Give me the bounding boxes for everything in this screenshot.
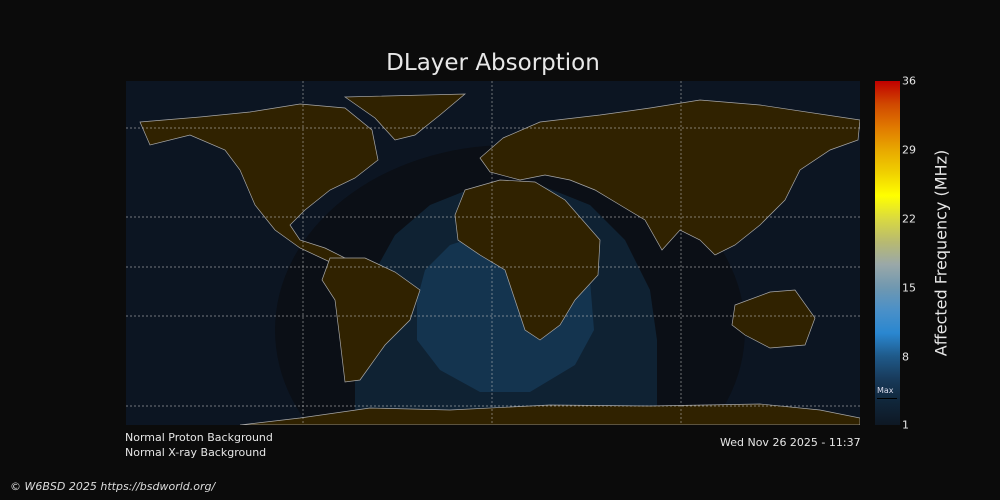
colorbar-tick: 29 [902,143,916,157]
greenland [343,93,466,141]
copyright: © W6BSD 2025 https://bsdworld.org/ [10,480,216,493]
gridlines [126,81,860,425]
colorbar-tick: 22 [902,212,916,226]
colorbar-tick: 15 [902,281,916,295]
xray-status: Normal X-ray Background [125,446,267,459]
max-marker-label: Max [877,386,894,395]
max-arrow-icon [877,398,897,399]
colorbar-tick: 36 [902,74,916,88]
africa [454,179,601,341]
eurasia [479,99,860,256]
colorbar-tick: 8 [902,350,909,364]
proton-status: Normal Proton Background [125,431,273,444]
australia [731,289,816,349]
colorbar-label: Affected Frequency (MHz) [931,149,951,357]
absorption-map [126,81,860,425]
colorbar-tick: 1 [902,418,909,432]
timestamp: Wed Nov 26 2025 - 11:37 [720,436,861,449]
continents [139,93,860,425]
south-america [321,257,421,383]
map-title: DLayer Absorption [386,50,600,76]
north-america [139,103,379,263]
colorbar [875,81,900,425]
